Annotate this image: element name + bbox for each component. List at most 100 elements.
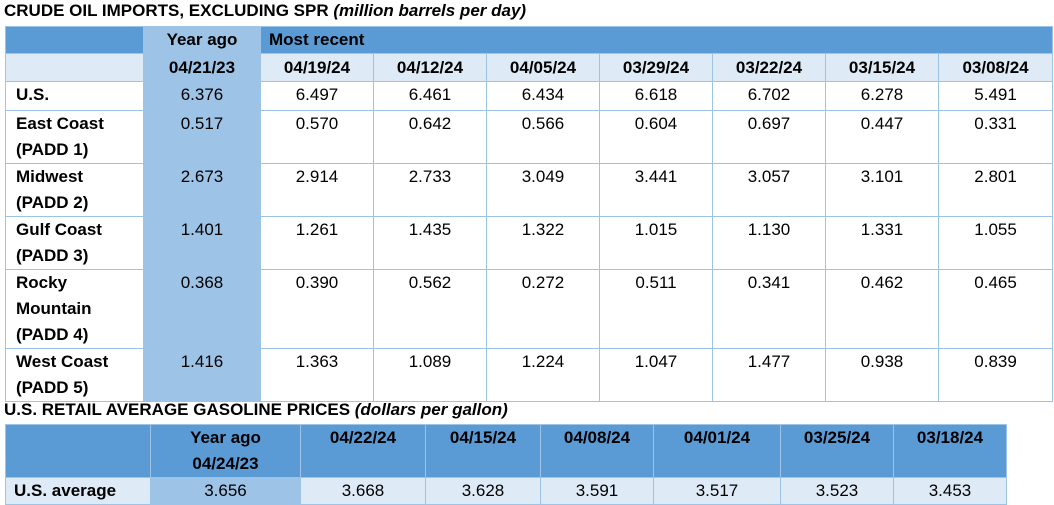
value-cell: 0.341 [712, 269, 826, 349]
value-cell: 1.015 [599, 216, 713, 270]
imports-table: Year ago Most recent 04/21/23 04/19/24 04/12… [5, 26, 1054, 402]
value-cell: 0.604 [599, 110, 713, 164]
value-cell: 1.331 [825, 216, 939, 270]
value-cell: 3.628 [425, 477, 541, 505]
title-text: CRUDE OIL IMPORTS, EXCLUDING SPR [4, 1, 329, 20]
value-cell: 2.914 [260, 163, 374, 217]
header-row: Year ago 04/24/23 04/22/24 04/15/24 04/08/24… [5, 424, 1007, 478]
value-cell: 0.368 [143, 269, 261, 349]
value-cell: 2.801 [937, 163, 1054, 217]
value-cell: 6.434 [486, 81, 600, 111]
date-header: 04/21/23 [143, 53, 261, 82]
value-cell: 6.376 [143, 81, 261, 111]
value-cell: 3.057 [712, 163, 826, 217]
value-cell: 3.453 [893, 477, 1007, 505]
value-cell: 1.477 [712, 348, 826, 402]
value-cell: 3.656 [150, 477, 301, 505]
header-row: Year ago Most recent [5, 26, 1054, 54]
value-cell: 3.591 [540, 477, 654, 505]
value-cell: 1.363 [260, 348, 374, 402]
date-header: 04/12/24 [373, 53, 487, 82]
date-header: 03/18/24 [893, 424, 1007, 478]
date-header: 04/01/24 [653, 424, 781, 478]
date-header: 03/29/24 [599, 53, 713, 82]
value-cell: 6.278 [825, 81, 939, 111]
value-cell: 0.697 [712, 110, 826, 164]
value-cell: 3.441 [599, 163, 713, 217]
data-row: East Coast (PADD 1) 0.517 0.570 0.642 0.566 0… [5, 110, 1054, 164]
value-cell: 3.523 [780, 477, 894, 505]
value-cell: 3.101 [825, 163, 939, 217]
date-header: 04/15/24 [425, 424, 541, 478]
title-text: U.S. RETAIL AVERAGE GASOLINE PRICES [4, 400, 351, 419]
date-header: 04/08/24 [540, 424, 654, 478]
value-cell: 0.511 [599, 269, 713, 349]
value-cell: 0.642 [373, 110, 487, 164]
title: U.S. RETAIL AVERAGE GASOLINE PRICES (dol… [4, 400, 508, 420]
subtitle: (dollars per gallon) [354, 400, 508, 419]
title: CRUDE OIL IMPORTS, EXCLUDING SPR (millio… [4, 1, 526, 21]
corner [5, 424, 151, 478]
value-cell: 1.416 [143, 348, 261, 402]
year-ago-label: Year ago [190, 428, 261, 447]
year-ago-header: Year ago [143, 26, 261, 54]
value-cell: 1.047 [599, 348, 713, 402]
data-row: U.S. average 3.656 3.668 3.628 3.591 3.517 3.5… [5, 477, 1007, 505]
value-cell: 1.224 [486, 348, 600, 402]
corner [5, 53, 144, 82]
year-ago-header: Year ago 04/24/23 [150, 424, 301, 478]
date-header: 03/08/24 [937, 53, 1054, 82]
value-cell: 1.401 [143, 216, 261, 270]
value-cell: 1.435 [373, 216, 487, 270]
date-header: 03/15/24 [825, 53, 939, 82]
date-header: 04/22/24 [300, 424, 426, 478]
date-header: 03/25/24 [780, 424, 894, 478]
value-cell: 0.839 [937, 348, 1054, 402]
value-cell: 0.462 [825, 269, 939, 349]
value-cell: 0.562 [373, 269, 487, 349]
recent-header: Most recent [259, 26, 1054, 54]
row-label: U.S. average [5, 477, 151, 505]
row-label: Midwest (PADD 2) [5, 163, 144, 217]
row-label: U.S. [5, 81, 144, 111]
value-cell: 5.491 [937, 81, 1054, 111]
value-cell: 0.331 [937, 110, 1054, 164]
value-cell: 6.702 [712, 81, 826, 111]
gasoline-table: Year ago 04/24/23 04/22/24 04/15/24 04/08/24… [5, 424, 1007, 505]
value-cell: 6.618 [599, 81, 713, 111]
date-row: 04/21/23 04/19/24 04/12/24 04/05/24 03/29/24… [5, 53, 1054, 82]
data-row: U.S. 6.376 6.497 6.461 6.434 6.618 6.702 6.278 5… [5, 81, 1054, 111]
row-label: West Coast (PADD 5) [5, 348, 144, 402]
value-cell: 6.461 [373, 81, 487, 111]
value-cell: 1.261 [260, 216, 374, 270]
value-cell: 3.049 [486, 163, 600, 217]
value-cell: 0.465 [937, 269, 1054, 349]
value-cell: 0.447 [825, 110, 939, 164]
value-cell: 2.733 [373, 163, 487, 217]
date-header: 04/19/24 [260, 53, 374, 82]
data-row: West Coast (PADD 5) 1.416 1.363 1.089 1.224 1… [5, 348, 1054, 402]
value-cell: 0.566 [486, 110, 600, 164]
value-cell: 0.390 [260, 269, 374, 349]
corner [5, 26, 144, 54]
value-cell: 0.272 [486, 269, 600, 349]
date-header: 04/05/24 [486, 53, 600, 82]
value-cell: 1.130 [712, 216, 826, 270]
value-cell: 0.570 [260, 110, 374, 164]
row-label: East Coast (PADD 1) [5, 110, 144, 164]
data-row: Midwest (PADD 2) 2.673 2.914 2.733 3.049 3.44… [5, 163, 1054, 217]
value-cell: 1.322 [486, 216, 600, 270]
value-cell: 3.668 [300, 477, 426, 505]
data-row: Gulf Coast (PADD 3) 1.401 1.261 1.435 1.322 1… [5, 216, 1054, 270]
value-cell: 0.517 [143, 110, 261, 164]
subtitle: (million barrels per day) [333, 1, 527, 20]
value-cell: 0.938 [825, 348, 939, 402]
data-row: Rocky Mountain (PADD 4) 0.368 0.390 0.562 0.… [5, 269, 1054, 349]
value-cell: 2.673 [143, 163, 261, 217]
value-cell: 1.089 [373, 348, 487, 402]
date-header: 03/22/24 [712, 53, 826, 82]
value-cell: 1.055 [937, 216, 1054, 270]
value-cell: 3.517 [653, 477, 781, 505]
